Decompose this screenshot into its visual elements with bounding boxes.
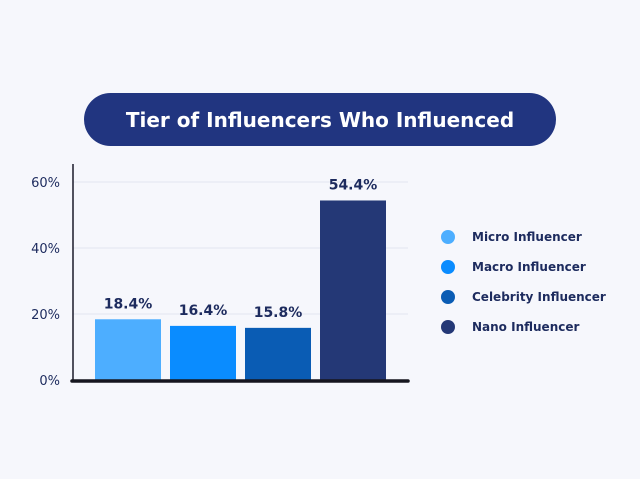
bar bbox=[170, 325, 236, 380]
y-tick-label: 0% bbox=[39, 374, 60, 389]
legend-item: Nano Influencer bbox=[441, 312, 606, 342]
legend-label: Micro Influencer bbox=[472, 230, 582, 244]
bar-value-label: 18.4% bbox=[104, 296, 153, 312]
bar-value-label: 15.8% bbox=[254, 305, 303, 321]
legend-label: Macro Influencer bbox=[472, 260, 586, 274]
legend-swatch bbox=[441, 290, 455, 304]
legend-label: Celebrity Influencer bbox=[472, 290, 606, 304]
bar bbox=[95, 319, 161, 380]
bar bbox=[245, 327, 311, 380]
y-tick-label: 40% bbox=[31, 242, 60, 257]
legend-label: Nano Influencer bbox=[472, 320, 580, 334]
y-tick-label: 60% bbox=[31, 176, 60, 191]
chart-legend: Micro Influencer Macro Influencer Celebrit… bbox=[441, 222, 606, 342]
bar-value-label: 16.4% bbox=[179, 303, 228, 319]
legend-swatch bbox=[441, 320, 455, 334]
legend-item: Celebrity Influencer bbox=[441, 282, 606, 312]
chart-title: Tier of Influencers Who Influenced bbox=[125, 107, 515, 132]
legend-swatch bbox=[441, 260, 455, 274]
legend-item: Micro Influencer bbox=[441, 222, 606, 252]
bar bbox=[320, 200, 386, 380]
chart-title-banner: Tier of Influencers Who Influenced bbox=[84, 93, 556, 146]
legend-item: Macro Influencer bbox=[441, 252, 606, 282]
legend-swatch bbox=[441, 230, 455, 244]
y-tick-label: 20% bbox=[31, 308, 60, 323]
bar-value-label: 54.4% bbox=[329, 177, 378, 193]
